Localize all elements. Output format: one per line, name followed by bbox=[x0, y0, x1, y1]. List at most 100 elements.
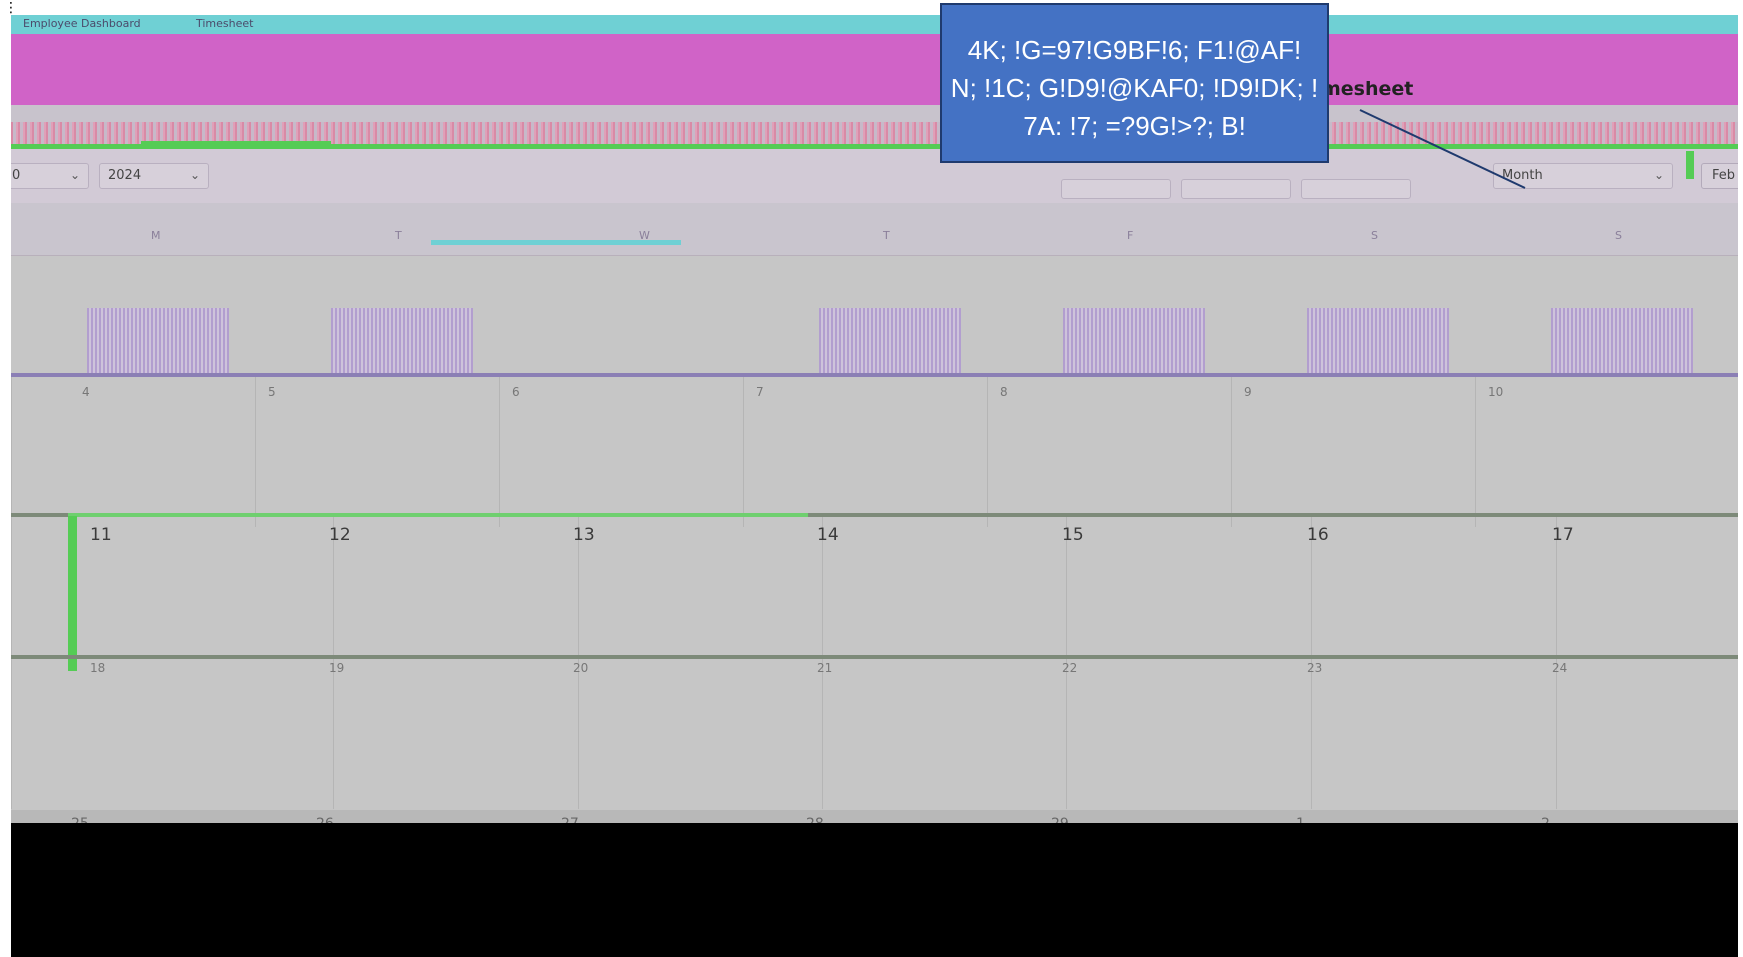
black-footer-area bbox=[11, 823, 1738, 957]
day-number: 24 bbox=[1552, 661, 1568, 675]
day-cell[interactable]: 9 bbox=[1231, 377, 1475, 527]
callout-text-line-3: 7A: !7; =?9G!>?; B! bbox=[1023, 111, 1246, 141]
breadcrumb-timesheet[interactable]: Timesheet bbox=[196, 17, 254, 30]
day-cell[interactable]: 4 bbox=[11, 377, 255, 527]
calendar-week-3: 18 19 20 21 22 23 24 bbox=[11, 659, 1738, 809]
calendar-week-1: 4 5 6 7 8 9 10 bbox=[11, 377, 1738, 527]
day-cell[interactable]: 20 bbox=[573, 659, 822, 809]
calendar-week-4: 25 26 27 28 29 1 2 bbox=[11, 810, 1738, 823]
day-number: 19 bbox=[329, 661, 345, 675]
day-cell[interactable]: 14 bbox=[817, 517, 1066, 655]
day-cell[interactable]: 8 bbox=[987, 377, 1231, 527]
week-divider bbox=[11, 513, 1738, 517]
day-cell[interactable]: 10 bbox=[1475, 377, 1719, 527]
highlight-line bbox=[68, 513, 808, 517]
filter-box-3[interactable] bbox=[1301, 179, 1411, 199]
day-cell[interactable]: 12 bbox=[329, 517, 577, 655]
day-number[interactable]: 25 bbox=[71, 816, 89, 823]
day-number: 16 bbox=[1307, 525, 1329, 545]
day-number: 9 bbox=[1244, 385, 1252, 399]
day-cell[interactable]: 6 bbox=[499, 377, 743, 527]
day-number: 6 bbox=[512, 385, 520, 399]
day-number: 10 bbox=[1488, 385, 1504, 399]
weekday-tue: T bbox=[395, 229, 402, 242]
month-select[interactable]: 0 ⌄ bbox=[11, 163, 89, 189]
day-number: 15 bbox=[1062, 525, 1084, 545]
filter-box-1[interactable] bbox=[1061, 179, 1171, 199]
callout-text-line-2: N; !1C; G!D9!@KAF0; !D9!DK; ! bbox=[950, 73, 1319, 103]
week-divider bbox=[11, 373, 1738, 377]
corner-marker: ⋮ bbox=[4, 0, 18, 16]
day-number: 13 bbox=[573, 525, 595, 545]
status-indicator bbox=[1686, 151, 1694, 179]
day-number: 17 bbox=[1552, 525, 1574, 545]
weekday-mon: M bbox=[151, 229, 161, 242]
view-select-value: Month bbox=[1502, 168, 1543, 183]
app-frame: Employee Dashboard Timesheet mesheet 0 ⌄… bbox=[11, 15, 1738, 823]
day-number: 7 bbox=[756, 385, 764, 399]
day-cell[interactable]: 15 bbox=[1062, 517, 1310, 655]
next-month-button[interactable]: Feb bbox=[1701, 163, 1738, 189]
active-tab-indicator bbox=[141, 141, 331, 145]
year-select[interactable]: 2024 ⌄ bbox=[99, 163, 209, 189]
day-cell[interactable]: 5 bbox=[255, 377, 499, 527]
day-cell[interactable]: 11 bbox=[11, 517, 255, 655]
timesheet-entry[interactable] bbox=[1551, 308, 1693, 374]
selected-range-bar bbox=[431, 240, 681, 245]
day-cell[interactable]: 18 bbox=[11, 659, 255, 809]
timesheet-entry[interactable] bbox=[1307, 308, 1449, 374]
breadcrumb-dashboard[interactable]: Employee Dashboard bbox=[23, 17, 141, 30]
week-divider bbox=[11, 655, 1738, 659]
filter-box-2[interactable] bbox=[1181, 179, 1291, 199]
callout-line bbox=[1359, 109, 1526, 189]
day-number: 11 bbox=[90, 525, 112, 545]
day-number[interactable]: 29 bbox=[1051, 816, 1069, 823]
chevron-down-icon: ⌄ bbox=[1653, 168, 1664, 182]
callout-annotation: 4K; !G=97!G9BF!6; F1!@AF! N; !1C; G!D9!@… bbox=[940, 3, 1329, 163]
day-cell[interactable]: 22 bbox=[1062, 659, 1310, 809]
day-number[interactable]: 27 bbox=[561, 816, 579, 823]
page-title: mesheet bbox=[1321, 78, 1414, 100]
callout-text-line-1: 4K; !G=97!G9BF!6; F1!@AF! bbox=[967, 35, 1302, 65]
timesheet-entry[interactable] bbox=[819, 308, 961, 374]
day-cell[interactable]: 7 bbox=[743, 377, 987, 527]
day-number: 14 bbox=[817, 525, 839, 545]
weekday-sat: S bbox=[1371, 229, 1378, 242]
day-number: 22 bbox=[1062, 661, 1078, 675]
weekday-thu: T bbox=[883, 229, 890, 242]
year-select-value: 2024 bbox=[108, 168, 142, 183]
day-cell[interactable]: 23 bbox=[1307, 659, 1555, 809]
month-select-value: 0 bbox=[12, 168, 21, 183]
day-number[interactable]: 28 bbox=[806, 816, 824, 823]
calendar-controls: 0 ⌄ 2024 ⌄ Month ⌄ Feb bbox=[11, 149, 1738, 203]
timesheet-entry[interactable] bbox=[87, 308, 229, 374]
day-cell[interactable]: 13 bbox=[573, 517, 822, 655]
chevron-down-icon: ⌄ bbox=[189, 168, 200, 182]
day-number[interactable]: 26 bbox=[316, 816, 334, 823]
page-header: mesheet bbox=[11, 34, 1738, 105]
day-cell[interactable]: 21 bbox=[817, 659, 1066, 809]
day-number: 5 bbox=[268, 385, 276, 399]
day-cell[interactable]: 24 bbox=[1552, 659, 1738, 809]
timesheet-entry[interactable] bbox=[331, 308, 473, 374]
day-number: 21 bbox=[817, 661, 833, 675]
day-number[interactable]: 1 bbox=[1296, 816, 1305, 823]
day-cell[interactable]: 19 bbox=[329, 659, 577, 809]
view-select[interactable]: Month ⌄ bbox=[1493, 163, 1673, 189]
weekday-sun: S bbox=[1615, 229, 1622, 242]
day-number: 12 bbox=[329, 525, 351, 545]
header-divider bbox=[11, 144, 1738, 149]
day-number: 18 bbox=[90, 661, 106, 675]
chevron-down-icon: ⌄ bbox=[69, 168, 80, 182]
weekday-header: M T W T F S S bbox=[11, 203, 1738, 256]
day-cell[interactable]: 17 bbox=[1552, 517, 1738, 655]
timesheet-entry[interactable] bbox=[1063, 308, 1205, 374]
day-number[interactable]: 2 bbox=[1541, 816, 1550, 823]
day-cell[interactable]: 16 bbox=[1307, 517, 1555, 655]
today-indicator bbox=[68, 516, 77, 671]
day-number: 20 bbox=[573, 661, 589, 675]
day-number: 23 bbox=[1307, 661, 1323, 675]
day-number: 4 bbox=[82, 385, 90, 399]
weekday-wed: W bbox=[639, 229, 650, 242]
